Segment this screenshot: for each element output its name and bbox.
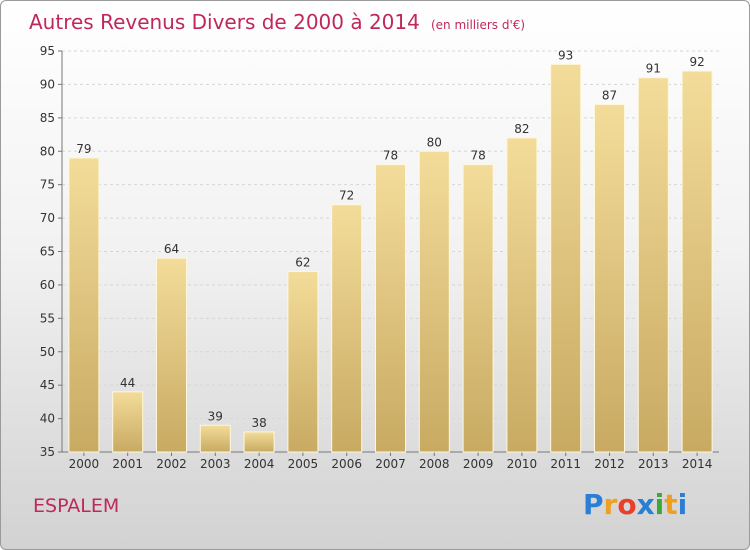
x-tick-label: 2003 <box>200 457 231 471</box>
chart-title: Autres Revenus Divers de 2000 à 2014 (en… <box>29 10 525 34</box>
y-tick-label: 75 <box>40 178 55 192</box>
bar-value-label: 38 <box>251 416 266 430</box>
bars <box>68 63 713 453</box>
bar-value-label: 62 <box>295 256 310 270</box>
bar-value-label: 87 <box>602 88 617 102</box>
bar-value-label: 79 <box>76 142 91 156</box>
bar <box>331 204 363 453</box>
bar <box>550 63 582 453</box>
y-tick-label: 70 <box>40 211 55 225</box>
y-tick-label: 85 <box>40 111 55 125</box>
y-tick-label: 80 <box>40 144 55 158</box>
proxiti-logo[interactable]: Proxiti <box>583 488 687 521</box>
bar <box>112 391 144 453</box>
bar <box>375 164 406 453</box>
x-tick-label: 2000 <box>69 457 100 471</box>
bar <box>594 103 625 453</box>
logo-letter: r <box>603 488 618 521</box>
x-tick-label: 2010 <box>507 457 538 471</box>
labels: 35 40 45 50 55 60 65 70 75 80 85 90 95 79 2000 44 2001 64… <box>40 44 713 471</box>
bar <box>68 157 100 453</box>
x-tick-label: 2009 <box>463 457 494 471</box>
bar-value-label: 78 <box>383 149 398 163</box>
logo-letter: i <box>654 488 665 521</box>
y-tick-label: 55 <box>40 311 55 325</box>
x-tick-label: 2012 <box>594 457 625 471</box>
x-tick-label: 2011 <box>550 457 581 471</box>
bar <box>462 164 494 453</box>
bar <box>199 424 231 453</box>
bar <box>418 150 450 453</box>
location-label: ESPALEM <box>33 495 120 517</box>
chart-title-main: Autres Revenus Divers de 2000 à 2014 <box>29 10 420 34</box>
logo-letter: i <box>677 488 688 521</box>
bar-value-label: 93 <box>558 48 573 62</box>
bar-value-label: 91 <box>646 62 661 76</box>
bar-value-label: 39 <box>208 409 223 423</box>
x-tick-label: 2006 <box>331 457 362 471</box>
y-tick-label: 90 <box>40 77 55 91</box>
y-tick-label: 50 <box>40 345 55 359</box>
logo-letter: o <box>617 488 637 521</box>
bar <box>287 271 319 453</box>
y-tick-label: 40 <box>40 412 55 426</box>
bar-value-label: 64 <box>164 242 179 256</box>
bar <box>243 431 275 453</box>
y-tick-label: 95 <box>40 44 55 58</box>
bar-value-label: 80 <box>427 135 442 149</box>
y-tick-label: 65 <box>40 245 55 259</box>
bar-value-label: 82 <box>514 122 529 136</box>
y-tick-label: 60 <box>40 278 55 292</box>
bar-value-label: 78 <box>470 149 485 163</box>
x-tick-label: 2014 <box>682 457 713 471</box>
x-tick-label: 2001 <box>112 457 143 471</box>
x-tick-label: 2013 <box>638 457 669 471</box>
logo-letter: P <box>583 488 604 521</box>
x-tick-label: 2008 <box>419 457 450 471</box>
bar <box>156 257 187 453</box>
bar-value-label: 92 <box>689 55 704 69</box>
bar <box>506 137 538 453</box>
bar-value-label: 72 <box>339 189 354 203</box>
y-tick-label: 35 <box>40 445 55 459</box>
x-tick-label: 2005 <box>288 457 319 471</box>
x-tick-label: 2007 <box>375 457 406 471</box>
bar <box>681 70 713 453</box>
logo-letter: x <box>636 488 655 521</box>
bar-value-label: 44 <box>120 376 135 390</box>
chart-subtitle: (en milliers d'€) <box>430 18 526 32</box>
x-tick-label: 2002 <box>156 457 187 471</box>
logo-letter: t <box>664 488 678 521</box>
y-tick-label: 45 <box>40 378 55 392</box>
bar <box>637 77 669 453</box>
x-tick-label: 2004 <box>244 457 275 471</box>
